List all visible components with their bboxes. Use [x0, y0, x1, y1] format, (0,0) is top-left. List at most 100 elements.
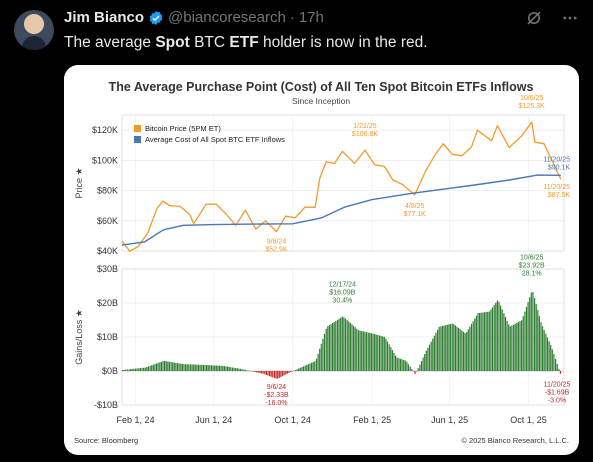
author-handle[interactable]: @biancoresearch: [168, 9, 286, 26]
gains-bar: [312, 362, 314, 371]
gains-bar: [459, 329, 461, 371]
gains-bar: [454, 325, 456, 371]
gains-bar: [281, 371, 284, 377]
author-avatar[interactable]: [14, 10, 54, 50]
legend-label: Bitcoin Price (5PM ET): [145, 124, 221, 133]
xtick-label: Feb 1, 24: [117, 415, 155, 425]
gains-bar: [483, 312, 486, 371]
gains-annotation-label: -16.0%: [265, 400, 287, 407]
gains-bar: [136, 368, 138, 371]
price-ytick-label: $40K: [97, 246, 118, 256]
more-icon[interactable]: [561, 9, 579, 27]
gains-ytick-label: -$10B: [94, 400, 118, 410]
gains-bar: [327, 326, 329, 371]
gains-bar: [122, 370, 124, 371]
gains-bar: [228, 366, 230, 371]
gains-bar: [504, 317, 507, 371]
gains-bar: [311, 362, 313, 371]
gains-bar: [488, 311, 490, 371]
gains-bar: [133, 368, 135, 371]
gains-bar: [382, 336, 384, 371]
gains-bar: [202, 364, 204, 371]
gains-bar: [456, 326, 458, 371]
gains-bar: [180, 363, 182, 371]
gains-bar: [291, 371, 293, 372]
gains-ytick-label: $10B: [97, 332, 118, 342]
gains-bar: [275, 371, 277, 379]
gains-bar: [173, 362, 175, 371]
gains-bar: [530, 292, 532, 371]
gains-bar: [551, 349, 553, 371]
gains-bar: [396, 357, 398, 371]
gains-bar: [167, 361, 169, 371]
gains-bar: [267, 371, 269, 376]
gains-bar: [433, 335, 435, 371]
gains-bar: [131, 369, 133, 371]
price-panel: $40K $60K $80K $100K $120K Price ★ Bitcoin Pri…: [74, 95, 570, 256]
chart-image-card[interactable]: The Average Purchase Point (Cost) of All…: [64, 65, 579, 455]
gains-bar: [542, 326, 544, 371]
gains-bar: [317, 353, 319, 371]
gains-bar: [259, 371, 261, 374]
gains-bar: [377, 335, 379, 371]
price-axis-label: Price ★: [74, 167, 84, 198]
gains-bar: [336, 319, 339, 371]
gains-bar: [325, 328, 327, 371]
gains-bar: [414, 371, 416, 374]
gains-bar: [469, 326, 471, 371]
gains-bar: [344, 318, 347, 371]
xtick-label: Feb 1, 25: [353, 415, 391, 425]
gains-bar: [165, 361, 167, 371]
gains-bar: [307, 364, 309, 371]
grok-icon[interactable]: [525, 9, 543, 27]
gains-bar: [553, 354, 555, 371]
price-annotation-label: $90.1K: [548, 164, 571, 171]
gains-bar: [239, 368, 242, 371]
gains-bar: [550, 345, 552, 371]
price-ytick-label: $100K: [92, 155, 118, 165]
price-annotation-label: $125.3K: [519, 103, 545, 110]
price-annotation-label: 11/20/25: [543, 184, 570, 191]
tweet-header: Jim Bianco @biancoresearch · 17h: [64, 9, 324, 26]
gains-bar: [545, 333, 547, 371]
bitcoin-price-line: [121, 121, 562, 252]
gains-bar: [446, 324, 448, 371]
gains-bar: [404, 360, 406, 371]
gains-bar: [283, 371, 285, 376]
price-ytick-label: $80K: [97, 186, 118, 196]
gains-bar: [548, 341, 550, 372]
gains-bar: [185, 364, 187, 371]
gains-bar: [354, 327, 356, 371]
author-name[interactable]: Jim Bianco: [64, 9, 145, 26]
text-part-bold: ETF: [229, 34, 259, 51]
gains-bar: [204, 365, 206, 371]
gains-bar: [340, 317, 342, 371]
gains-bar: [249, 370, 251, 372]
post-time[interactable]: 17h: [298, 9, 324, 26]
gains-bar: [364, 331, 366, 371]
gains-bar: [348, 321, 350, 371]
price-annotation-label: 11/20/25: [543, 156, 570, 163]
gains-bar: [432, 338, 434, 371]
gains-bar: [302, 366, 305, 371]
xtick-label: Oct 1, 25: [510, 415, 547, 425]
gains-annotation-label: 9/6/24: [267, 384, 287, 391]
gains-bar: [191, 364, 193, 371]
gains-bar: [288, 371, 290, 373]
gains-bar: [151, 365, 153, 371]
legend-swatch: [134, 125, 141, 132]
gains-bar: [375, 334, 377, 371]
price-ytick-label: $60K: [97, 216, 118, 226]
gains-bar: [516, 322, 518, 371]
gains-bar: [503, 313, 505, 371]
gains-bar: [534, 298, 536, 371]
source-note: Source: Bloomberg: [74, 436, 138, 445]
gains-annotation-label: -$1.69B: [545, 390, 570, 397]
gains-bar: [558, 368, 560, 371]
gains-bar: [196, 364, 198, 371]
gains-bar: [206, 365, 208, 371]
gains-ytick-label: $30B: [97, 264, 118, 274]
gains-bar: [164, 360, 166, 371]
gains-bar: [330, 324, 332, 371]
gains-bar: [427, 347, 429, 371]
